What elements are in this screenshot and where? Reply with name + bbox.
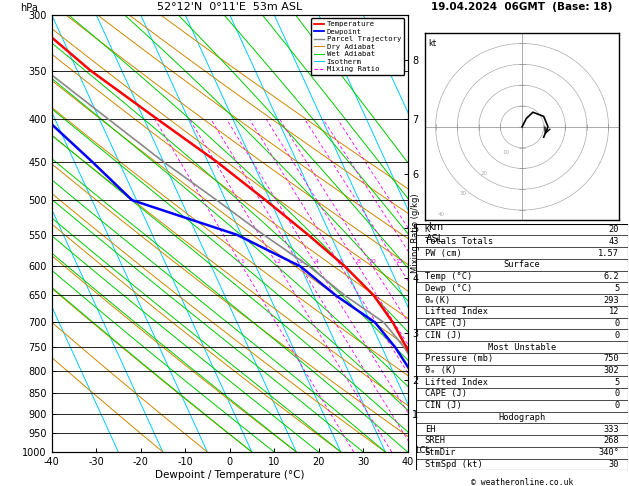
Text: 5: 5 bbox=[614, 284, 620, 293]
Text: CAPE (J): CAPE (J) bbox=[425, 319, 467, 328]
Text: 1: 1 bbox=[240, 259, 244, 264]
Text: 4: 4 bbox=[315, 259, 319, 264]
Legend: Temperature, Dewpoint, Parcel Trajectory, Dry Adiabat, Wet Adiabat, Isotherm, Mi: Temperature, Dewpoint, Parcel Trajectory… bbox=[311, 18, 404, 75]
Text: 1.57: 1.57 bbox=[598, 248, 620, 258]
X-axis label: Dewpoint / Temperature (°C): Dewpoint / Temperature (°C) bbox=[155, 469, 304, 480]
Text: 0: 0 bbox=[614, 389, 620, 399]
Text: CIN (J): CIN (J) bbox=[425, 331, 462, 340]
Text: K: K bbox=[425, 225, 430, 234]
Text: StmSpd (kt): StmSpd (kt) bbox=[425, 460, 482, 469]
Text: 40: 40 bbox=[438, 212, 445, 217]
Text: 10: 10 bbox=[369, 259, 376, 264]
Text: Hodograph: Hodograph bbox=[498, 413, 546, 422]
Text: SREH: SREH bbox=[425, 436, 446, 446]
Text: Temp (°C): Temp (°C) bbox=[425, 272, 472, 281]
Text: θₑ (K): θₑ (K) bbox=[425, 366, 457, 375]
Text: Lifted Index: Lifted Index bbox=[425, 378, 488, 387]
Text: CIN (J): CIN (J) bbox=[425, 401, 462, 410]
Text: 43: 43 bbox=[609, 237, 620, 246]
Text: kt: kt bbox=[429, 39, 437, 48]
Text: 3: 3 bbox=[299, 259, 303, 264]
Text: 0: 0 bbox=[614, 331, 620, 340]
Text: Pressure (mb): Pressure (mb) bbox=[425, 354, 493, 363]
Text: θₑ(K): θₑ(K) bbox=[425, 295, 451, 305]
Text: 20: 20 bbox=[609, 225, 620, 234]
Text: 52°12'N  0°11'E  53m ASL: 52°12'N 0°11'E 53m ASL bbox=[157, 2, 302, 13]
Text: Surface: Surface bbox=[504, 260, 540, 269]
Text: 5: 5 bbox=[614, 378, 620, 387]
Text: 12: 12 bbox=[609, 307, 620, 316]
Text: Mixing Ratio (g/kg): Mixing Ratio (g/kg) bbox=[411, 193, 420, 273]
Text: 30: 30 bbox=[459, 191, 467, 196]
Text: 340°: 340° bbox=[598, 448, 620, 457]
Text: Dewp (°C): Dewp (°C) bbox=[425, 284, 472, 293]
Text: 750: 750 bbox=[604, 354, 620, 363]
Text: 15: 15 bbox=[395, 259, 403, 264]
Text: © weatheronline.co.uk: © weatheronline.co.uk bbox=[471, 478, 573, 486]
Text: 6: 6 bbox=[339, 259, 343, 264]
Text: 10: 10 bbox=[503, 150, 509, 155]
Text: 333: 333 bbox=[604, 425, 620, 434]
Text: LCL: LCL bbox=[415, 446, 430, 455]
Text: 302: 302 bbox=[604, 366, 620, 375]
Text: 30: 30 bbox=[609, 460, 620, 469]
Text: 2: 2 bbox=[276, 259, 281, 264]
Text: Most Unstable: Most Unstable bbox=[488, 343, 556, 351]
Text: 8: 8 bbox=[357, 259, 360, 264]
Text: 20: 20 bbox=[481, 171, 488, 175]
Text: CAPE (J): CAPE (J) bbox=[425, 389, 467, 399]
Text: PW (cm): PW (cm) bbox=[425, 248, 462, 258]
Text: EH: EH bbox=[425, 425, 435, 434]
Text: 19.04.2024  06GMT  (Base: 18): 19.04.2024 06GMT (Base: 18) bbox=[431, 2, 613, 12]
Text: Lifted Index: Lifted Index bbox=[425, 307, 488, 316]
Text: hPa: hPa bbox=[20, 3, 38, 13]
Text: Totals Totals: Totals Totals bbox=[425, 237, 493, 246]
Text: 0: 0 bbox=[614, 401, 620, 410]
Text: 6.2: 6.2 bbox=[604, 272, 620, 281]
Text: StmDir: StmDir bbox=[425, 448, 457, 457]
Text: 0: 0 bbox=[614, 319, 620, 328]
Text: 268: 268 bbox=[604, 436, 620, 446]
Y-axis label: km
ASL: km ASL bbox=[426, 223, 445, 244]
Text: 293: 293 bbox=[604, 295, 620, 305]
